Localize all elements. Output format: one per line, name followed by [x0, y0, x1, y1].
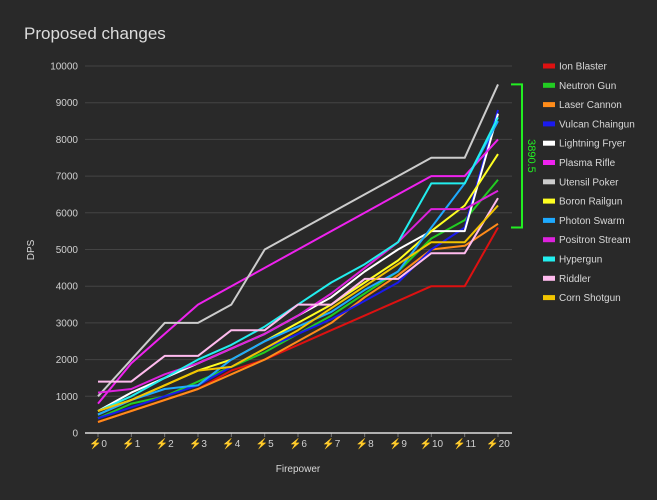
x-tick-label: ⚡4 — [222, 437, 240, 450]
x-tick-label: ⚡7 — [322, 437, 340, 450]
legend-item[interactable]: Corn Shotgun — [543, 293, 621, 304]
legend-swatch — [543, 256, 555, 262]
legend-item[interactable]: Riddler — [543, 274, 591, 285]
legend-label: Riddler — [559, 274, 591, 285]
legend[interactable]: Ion Blaster Neutron Gun Laser Cannon Vulcan… — [543, 62, 635, 305]
legend-label: Boron Railgun — [559, 197, 622, 208]
x-tick-label: ⚡9 — [389, 437, 407, 450]
x-axis-label: Firepower — [276, 464, 321, 475]
legend-swatch — [543, 121, 555, 127]
series-line — [97, 204, 499, 412]
y-tick-label: 5000 — [56, 245, 79, 256]
x-tick-label: ⚡1 — [122, 437, 140, 450]
legend-swatch — [543, 63, 555, 69]
x-tick-label: ⚡10 — [420, 437, 444, 450]
legend-item[interactable]: Hypergun — [543, 255, 602, 266]
legend-item[interactable]: Utensil Poker — [543, 177, 619, 188]
legend-swatch — [543, 140, 555, 146]
legend-label: Laser Cannon — [559, 100, 622, 111]
legend-item[interactable]: Positron Stream — [543, 235, 631, 246]
y-tick-label: 3000 — [56, 318, 79, 329]
legend-swatch — [543, 160, 555, 165]
x-tick-label: ⚡5 — [256, 437, 274, 450]
y-tick-label: 9000 — [56, 98, 79, 109]
x-tick-label: ⚡0 — [89, 437, 107, 450]
legend-item[interactable]: Plasma Rifle — [543, 158, 616, 169]
x-tick-label: ⚡3 — [189, 437, 207, 450]
legend-swatch — [543, 237, 555, 243]
x-tick-label: ⚡2 — [156, 437, 174, 450]
legend-item[interactable]: Vulcan Chaingun — [543, 119, 635, 130]
series-line — [97, 153, 499, 416]
y-axis-label: DPS — [26, 239, 37, 260]
legend-label: Ion Blaster — [559, 62, 607, 73]
x-axis-ticks: ⚡0 ⚡1 ⚡2 ⚡3 ⚡4 ⚡5 ⚡6 ⚡7 ⚡8 ⚡9 ⚡10 ⚡11 ⚡20 — [89, 433, 510, 450]
series-line — [97, 138, 499, 405]
chart-title: Proposed changes — [24, 24, 166, 43]
y-tick-label: 1000 — [56, 392, 79, 403]
series-line — [97, 109, 499, 420]
legend-swatch — [543, 82, 555, 88]
legend-label: Utensil Poker — [559, 177, 619, 188]
y-axis-ticks: 0 1000 2000 3000 4000 5000 6000 7000 8000 9000 100… — [50, 62, 78, 440]
y-tick-label: 2000 — [56, 355, 79, 366]
series-line — [97, 227, 499, 423]
series-line — [97, 120, 499, 416]
legend-label: Vulcan Chaingun — [559, 119, 635, 130]
series-lines — [97, 83, 499, 423]
legend-swatch — [543, 295, 555, 301]
legend-swatch — [543, 179, 555, 185]
legend-swatch — [543, 275, 555, 281]
y-tick-label: 10000 — [50, 62, 78, 73]
delta-bracket — [511, 83, 523, 229]
legend-label: Corn Shotgun — [559, 293, 621, 304]
legend-label: Plasma Rifle — [559, 158, 616, 169]
series-line — [97, 116, 499, 412]
delta-annotation: 3890.5 — [511, 83, 537, 229]
x-tick-label: ⚡8 — [356, 437, 374, 450]
legend-label: Positron Stream — [559, 235, 631, 246]
y-tick-label: 4000 — [56, 282, 79, 293]
legend-label: Hypergun — [559, 255, 602, 266]
legend-swatch — [543, 217, 555, 223]
x-tick-label: ⚡20 — [486, 437, 510, 450]
delta-label: 3890.5 — [525, 139, 537, 173]
legend-label: Lightning Fryer — [559, 139, 626, 150]
legend-item[interactable]: Photon Swarm — [543, 216, 625, 227]
series-line — [97, 189, 499, 394]
legend-item[interactable]: Neutron Gun — [543, 81, 616, 92]
y-tick-label: 7000 — [56, 172, 79, 183]
series-line — [98, 197, 499, 383]
series-line — [97, 83, 499, 397]
legend-item[interactable]: Boron Railgun — [543, 197, 622, 208]
y-tick-label: 0 — [72, 429, 78, 440]
legend-swatch — [543, 198, 555, 204]
y-tick-label: 8000 — [56, 135, 79, 146]
x-tick-label: ⚡6 — [289, 437, 307, 450]
x-tick-label: ⚡11 — [453, 437, 476, 450]
legend-swatch — [543, 102, 555, 108]
legend-label: Neutron Gun — [559, 81, 616, 92]
legend-item[interactable]: Lightning Fryer — [543, 139, 626, 150]
legend-item[interactable]: Ion Blaster — [543, 62, 607, 73]
legend-item[interactable]: Laser Cannon — [543, 100, 622, 111]
y-tick-label: 6000 — [56, 208, 79, 219]
legend-label: Photon Swarm — [559, 216, 625, 227]
